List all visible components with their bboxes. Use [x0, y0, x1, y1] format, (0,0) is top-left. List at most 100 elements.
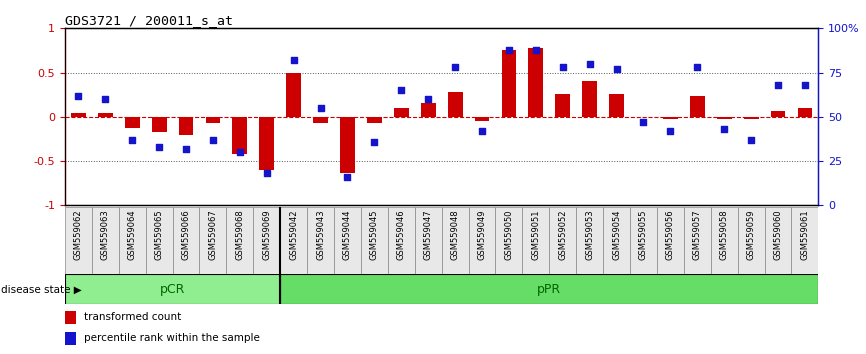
Bar [119, 207, 145, 274]
Bar [630, 207, 657, 274]
Text: disease state ▶: disease state ▶ [1, 284, 81, 295]
Bar [65, 274, 281, 304]
Text: GSM559052: GSM559052 [559, 209, 567, 259]
Bar [475, 117, 489, 121]
Text: GSM559056: GSM559056 [666, 209, 675, 260]
Text: GSM559067: GSM559067 [209, 209, 217, 260]
Text: GSM559048: GSM559048 [450, 209, 460, 260]
Bar [711, 207, 738, 274]
Bar [690, 97, 705, 117]
Bar [281, 207, 307, 274]
Bar [65, 332, 76, 345]
Point [179, 146, 193, 152]
Point [152, 144, 166, 150]
Bar [555, 94, 570, 117]
Bar [253, 207, 281, 274]
Point [717, 126, 731, 132]
Text: GSM559063: GSM559063 [100, 209, 110, 260]
Bar [495, 207, 522, 274]
Text: GSM559061: GSM559061 [800, 209, 810, 260]
Bar [738, 207, 765, 274]
Bar [765, 207, 792, 274]
Text: GSM559051: GSM559051 [532, 209, 540, 259]
Bar [388, 207, 415, 274]
Text: GSM559054: GSM559054 [612, 209, 621, 259]
Point [744, 137, 758, 143]
Text: GSM559055: GSM559055 [639, 209, 648, 259]
Point [663, 128, 677, 134]
Text: GSM559042: GSM559042 [289, 209, 298, 259]
Point [556, 64, 570, 70]
Point [340, 174, 354, 180]
Bar [657, 207, 684, 274]
Text: GSM559058: GSM559058 [720, 209, 728, 260]
Text: pPR: pPR [537, 283, 561, 296]
Text: GSM559068: GSM559068 [236, 209, 244, 260]
Point [72, 93, 86, 98]
Text: GSM559046: GSM559046 [397, 209, 406, 260]
Bar [415, 207, 442, 274]
Point [771, 82, 785, 88]
Bar [281, 274, 818, 304]
Bar [65, 311, 76, 324]
Point [233, 149, 247, 155]
Bar [334, 207, 361, 274]
Text: pCR: pCR [160, 283, 185, 296]
Point [206, 137, 220, 143]
Bar [172, 207, 199, 274]
Bar [152, 117, 166, 132]
Text: GSM559043: GSM559043 [316, 209, 325, 260]
Bar [145, 207, 172, 274]
Bar [549, 207, 576, 274]
Text: GSM559044: GSM559044 [343, 209, 352, 259]
Bar [125, 117, 139, 129]
Point [313, 105, 327, 111]
Bar [582, 81, 597, 117]
Text: GDS3721 / 200011_s_at: GDS3721 / 200011_s_at [65, 14, 233, 27]
Bar [501, 50, 516, 117]
Text: GSM559049: GSM559049 [477, 209, 487, 259]
Text: GSM559057: GSM559057 [693, 209, 701, 260]
Bar [609, 94, 624, 117]
Bar [367, 117, 382, 123]
Bar [178, 117, 193, 135]
Text: GSM559064: GSM559064 [127, 209, 137, 260]
Point [798, 82, 811, 88]
Bar [771, 111, 785, 117]
Bar [259, 117, 275, 170]
Text: GSM559065: GSM559065 [155, 209, 164, 260]
Bar [522, 207, 549, 274]
Text: transformed count: transformed count [84, 312, 181, 322]
Point [690, 64, 704, 70]
Point [637, 119, 650, 125]
Bar [340, 117, 355, 172]
Bar [65, 207, 92, 274]
Bar [287, 73, 301, 117]
Bar [576, 207, 603, 274]
Text: GSM559047: GSM559047 [423, 209, 433, 260]
Text: GSM559053: GSM559053 [585, 209, 594, 260]
Text: GSM559062: GSM559062 [74, 209, 83, 260]
Point [287, 57, 301, 63]
Bar [232, 117, 248, 154]
Text: GSM559045: GSM559045 [370, 209, 379, 259]
Bar [313, 117, 328, 123]
Point [126, 137, 139, 143]
Point [394, 87, 408, 93]
Bar [421, 103, 436, 117]
Bar [205, 117, 220, 123]
Text: GSM559066: GSM559066 [182, 209, 191, 260]
Point [421, 96, 435, 102]
Text: GSM559050: GSM559050 [504, 209, 514, 259]
Bar [448, 92, 462, 117]
Point [502, 47, 516, 52]
Bar [469, 207, 495, 274]
Point [99, 96, 113, 102]
Bar [226, 207, 253, 274]
Text: GSM559069: GSM559069 [262, 209, 271, 260]
Bar [717, 117, 732, 120]
Bar [744, 117, 759, 120]
Bar [71, 113, 86, 117]
Bar [394, 108, 409, 117]
Bar [361, 207, 388, 274]
